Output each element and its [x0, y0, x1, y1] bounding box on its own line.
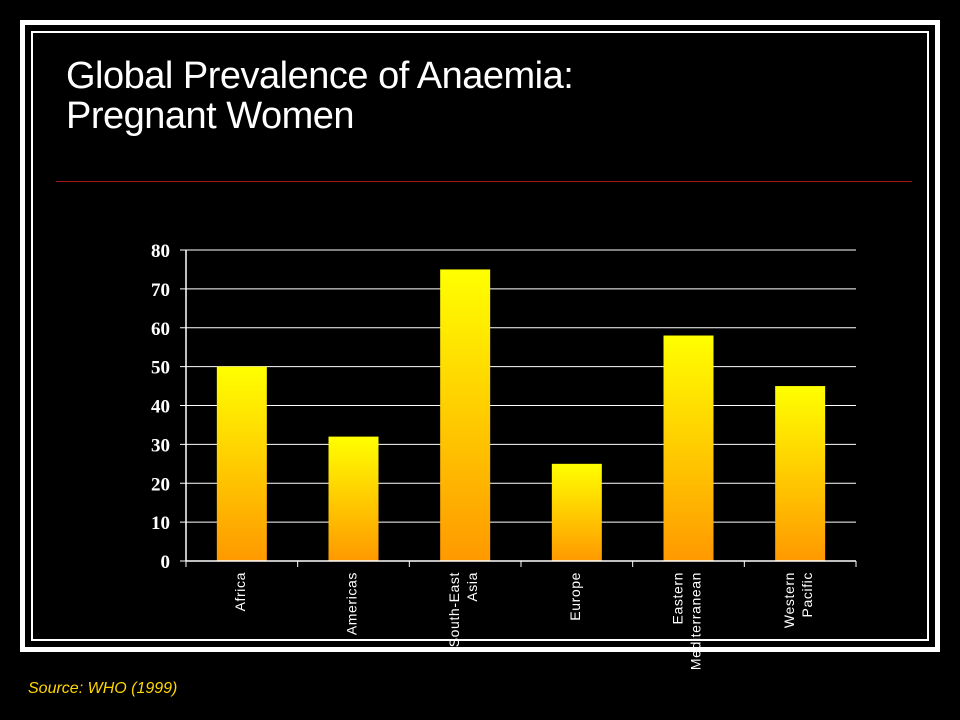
y-tick-label: 60 [151, 319, 170, 340]
y-tick-label: 0 [161, 552, 171, 573]
x-tick-label-line: Asia [464, 572, 480, 602]
bar [216, 366, 267, 561]
y-tick-label: 40 [151, 397, 170, 418]
slide-title: Global Prevalence of Anaemia: Pregnant W… [66, 55, 574, 137]
x-tick-label-line: Europe [567, 572, 583, 621]
title-divider [56, 181, 912, 182]
x-tick-label-line: Pacific [799, 572, 815, 617]
source-note: Source: WHO (1999) [28, 680, 178, 697]
bar [663, 335, 714, 561]
y-tick-label: 10 [151, 513, 170, 534]
x-tick-label-line: Western [781, 572, 797, 628]
y-tick-label: 80 [151, 241, 170, 262]
slide-title-line-1: Global Prevalence of Anaemia: [66, 55, 574, 97]
x-tick-label-line: Mediterranean [688, 572, 704, 670]
x-tick-label-line: Eastern [670, 572, 686, 624]
slide-title-line-2: Pregnant Women [66, 95, 355, 137]
bar [328, 436, 379, 561]
slide-frame-inner [31, 31, 929, 641]
y-tick-label: 20 [151, 474, 170, 495]
y-tick-label: 30 [151, 435, 170, 456]
bar [551, 463, 602, 561]
x-tick-label-line: South-East [446, 572, 462, 647]
y-tick-label: 50 [151, 358, 170, 379]
y-tick-label: 70 [151, 280, 170, 301]
x-tick-label-line: Africa [232, 572, 248, 611]
slide-frame-outer [20, 20, 940, 652]
bar [775, 386, 826, 561]
x-tick-label-line: Americas [344, 572, 360, 635]
bar [440, 269, 491, 561]
